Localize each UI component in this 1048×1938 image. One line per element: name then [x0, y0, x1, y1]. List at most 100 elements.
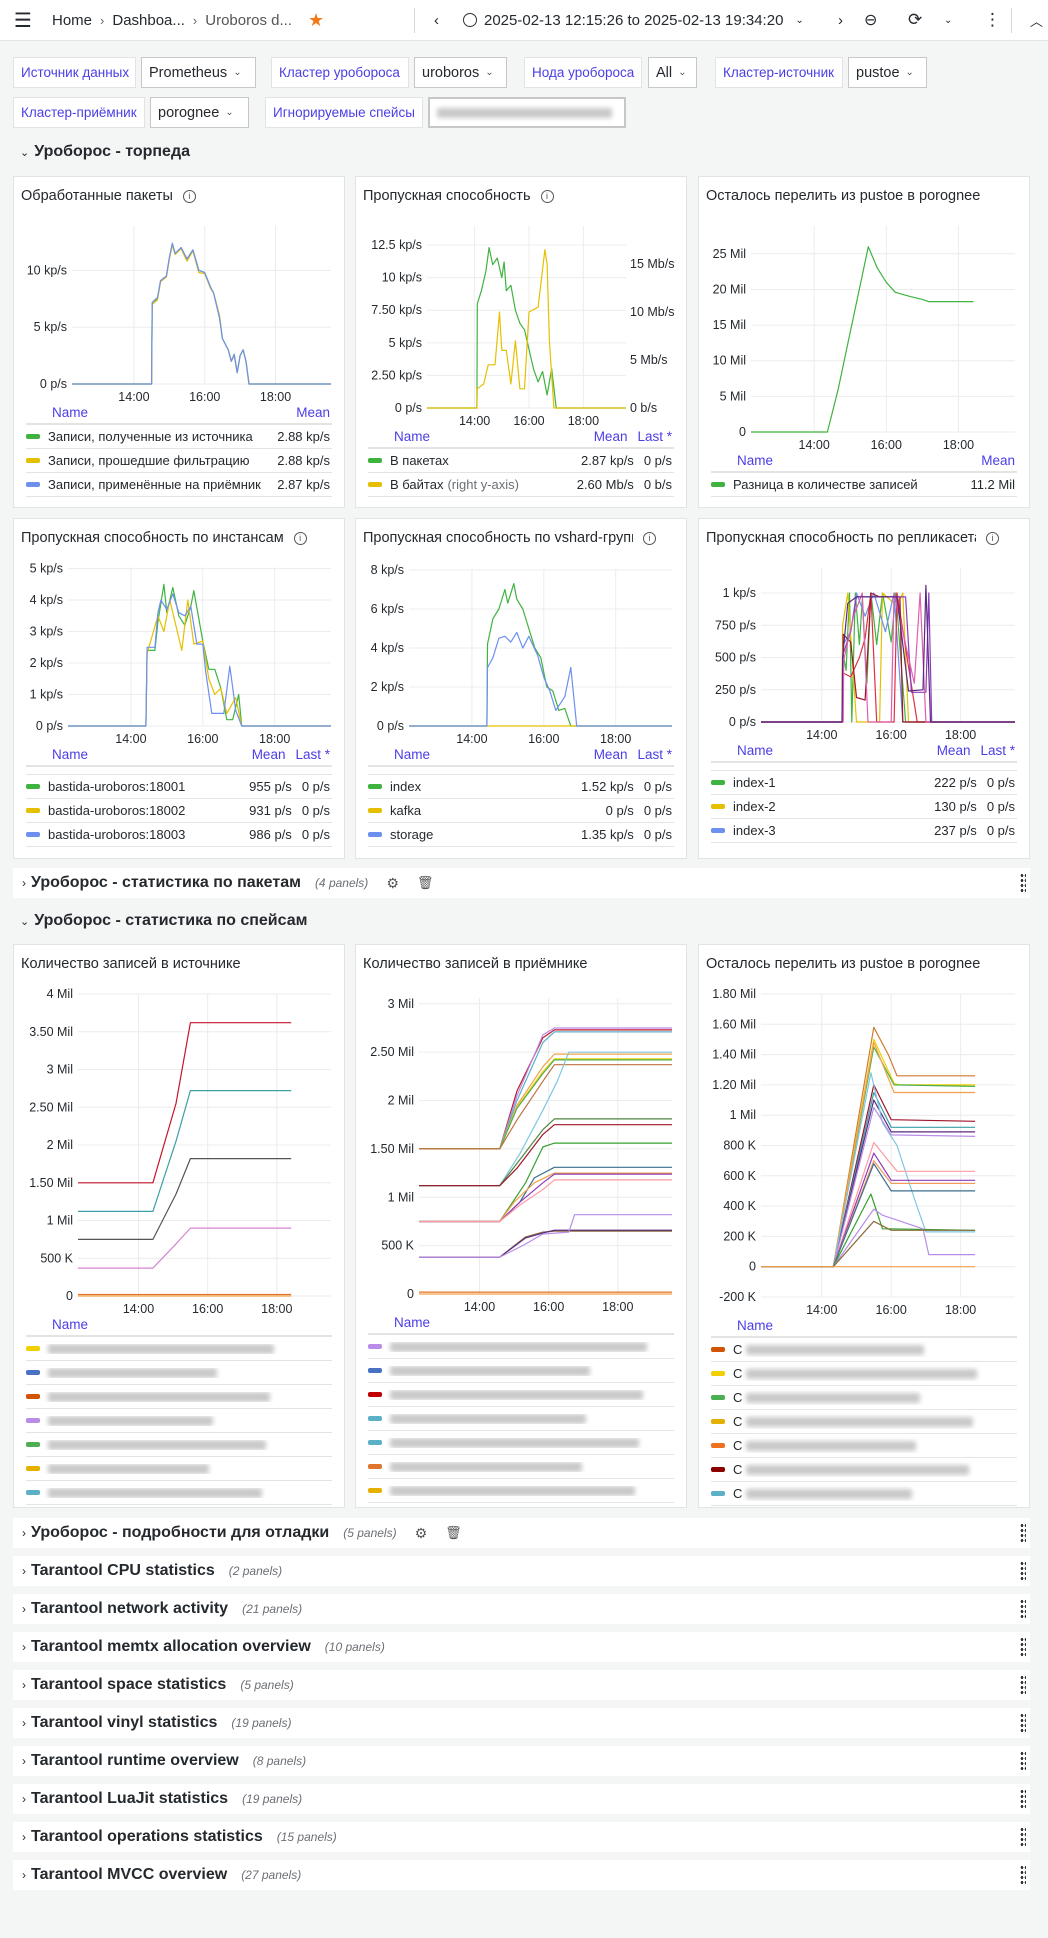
zoom-out-button[interactable]: ⊖	[864, 0, 877, 40]
panel-title[interactable]: Количество записей в приёмнике	[363, 953, 587, 975]
legend-item[interactable]: kafka 0 p/s 0 p/s	[368, 799, 674, 823]
info-icon[interactable]: i	[182, 189, 196, 203]
legend-item[interactable]: Записи, прошедшие фильтрацию 2.88 kp/s	[26, 449, 332, 473]
legend-column-header[interactable]: Last *	[637, 746, 672, 762]
gear-icon[interactable]: ⚙	[386, 874, 399, 891]
legend-item[interactable]: index-3 237 p/s 0 p/s	[711, 819, 1017, 843]
panel-title[interactable]: Пропускная способность i	[363, 185, 554, 207]
info-icon[interactable]: i	[293, 531, 307, 545]
time-forward-button[interactable]: ›	[838, 0, 843, 40]
info-icon[interactable]: i	[643, 531, 656, 545]
legend-column-header[interactable]: Last *	[295, 746, 330, 762]
legend-item[interactable]: C	[711, 1362, 1017, 1386]
info-icon[interactable]: i	[540, 189, 554, 203]
legend-column-header[interactable]: Mean	[593, 746, 628, 762]
panel-title[interactable]: Пропускная способность по репликасетам i	[706, 527, 999, 549]
drag-handle-icon[interactable]	[1020, 1637, 1026, 1657]
collapsed-row[interactable]: › Tarantool MVCC overview (27 panels)	[13, 1860, 1030, 1890]
legend-column-header[interactable]: Last *	[980, 742, 1015, 758]
drag-handle-icon[interactable]	[1020, 1675, 1026, 1695]
section-spaces[interactable]: ⌄ Уроборос - статистика по спейсам	[20, 910, 307, 932]
collapsed-row[interactable]: › Tarantool memtx allocation overview (10 …	[13, 1632, 1030, 1662]
legend-item[interactable]	[368, 1431, 674, 1455]
drag-handle-icon[interactable]	[1020, 1789, 1026, 1809]
chart[interactable]: 14:00 16:00 18:00 0 500 K 1 Mil 1.50 Mil 2 Mil 2…	[14, 981, 345, 1319]
legend-name-header[interactable]: Name	[52, 746, 89, 762]
legend-item[interactable]: C	[711, 1458, 1017, 1482]
legend-item[interactable]	[368, 1479, 674, 1503]
legend-column-header[interactable]: Mean	[981, 452, 1015, 468]
legend-item[interactable]	[26, 1361, 332, 1385]
var-select-source-cluster[interactable]: pustoe ⌄	[848, 57, 927, 88]
more-button[interactable]: ⋮	[984, 0, 1001, 40]
legend-item[interactable]	[26, 1337, 332, 1361]
drag-handle-icon[interactable]	[1020, 1561, 1026, 1581]
drag-handle-icon[interactable]	[1020, 1599, 1026, 1619]
legend-item[interactable]: C	[711, 1434, 1017, 1458]
section-torpedo[interactable]: ⌄ Уроборос - торпеда	[20, 141, 190, 163]
legend-item[interactable]: Разница в количестве записей 11.2 Mil	[711, 473, 1017, 497]
collapsed-row[interactable]: › Tarantool LuaJit statistics (19 panels)	[13, 1784, 1030, 1814]
chart[interactable]: 14:00 16:00 18:00 0 p/s 250 p/s 500 p/s 750 p/…	[699, 555, 1030, 745]
refresh-button[interactable]: ⟳	[908, 0, 922, 40]
legend-item[interactable]: C	[711, 1482, 1017, 1506]
panel-title[interactable]: Осталось перелить из pustoe в porognee	[706, 953, 980, 975]
chart[interactable]: 14:00 16:00 18:00 0 p/s 2.50 kp/s 5 kp/s 7.50 …	[356, 213, 687, 431]
legend-item[interactable]: index 1.52 kp/s 0 p/s	[368, 775, 674, 799]
collapsed-row[interactable]: › Tarantool runtime overview (8 panels)	[13, 1746, 1030, 1776]
star-icon[interactable]: ★	[307, 9, 325, 30]
legend-column-header[interactable]: Mean	[593, 428, 628, 444]
legend-column-header[interactable]: Last *	[637, 428, 672, 444]
chart[interactable]: 14:00 16:00 18:00 -200 K 0 200 K 400 K 600 K 800…	[699, 981, 1030, 1320]
chart[interactable]: 14:00 16:00 18:00 0 p/s 5 kp/s 10 kp/s	[14, 213, 345, 407]
legend-item[interactable]	[26, 1433, 332, 1457]
legend-item[interactable]	[26, 1481, 332, 1505]
collapsed-row[interactable]: › Уроборос - подробности для отладки (5 pa…	[13, 1518, 1030, 1548]
legend-item[interactable]	[368, 1335, 674, 1359]
var-select-target-cluster[interactable]: porognee ⌄	[150, 97, 249, 128]
gear-icon[interactable]: ⚙	[414, 1524, 428, 1541]
chart[interactable]: 14:00 16:00 18:00 0 500 K 1 Mil 1.50 Mil 2 Mil 2…	[356, 981, 687, 1317]
legend-item[interactable]: storage 1.35 kp/s 0 p/s	[368, 823, 674, 847]
legend-name-header[interactable]: Name	[394, 1314, 431, 1330]
trash-icon[interactable]: 🗑	[445, 1525, 462, 1540]
drag-handle-icon[interactable]	[1020, 1827, 1026, 1847]
legend-name-header[interactable]: Name	[394, 746, 431, 762]
legend-name-header[interactable]: Name	[737, 452, 774, 468]
refresh-interval-dropdown[interactable]: ⌄	[944, 0, 952, 40]
drag-handle-icon[interactable]	[1020, 1523, 1026, 1543]
collapse-button[interactable]: ︿	[1030, 0, 1043, 40]
time-back-button[interactable]: ‹	[434, 0, 439, 40]
info-icon[interactable]: i	[986, 531, 999, 545]
legend-name-header[interactable]: Name	[737, 742, 774, 758]
var-select-uroboros-node[interactable]: All ⌄	[648, 57, 697, 88]
var-select-uroboros-cluster[interactable]: uroboros ⌄	[414, 57, 507, 88]
chart[interactable]: 14:00 16:00 18:00 0 p/s 1 kp/s 2 kp/s 3 kp/s 4 …	[14, 555, 345, 749]
legend-column-header[interactable]: Mean	[251, 746, 286, 762]
legend-item[interactable]: Записи, применённые на приёмник 2.87 kp/s	[26, 473, 332, 497]
panel-title[interactable]: Пропускная способность по vshard-группам…	[363, 527, 656, 549]
panel-title[interactable]: Пропускная способность по инстансам i	[21, 527, 307, 549]
time-picker[interactable]: 2025-02-13 12:15:26 to 2025-02-13 19:34:…	[463, 0, 804, 40]
chart[interactable]: 14:00 16:00 18:00 0 5 Mil 10 Mil 15 Mil 20 Mil 2…	[699, 213, 1030, 455]
legend-item[interactable]	[26, 1385, 332, 1409]
chart[interactable]: 14:00 16:00 18:00 0 p/s 2 kp/s 4 kp/s 6 kp/s 8 …	[356, 555, 687, 749]
legend-item[interactable]: В пакетах 2.87 kp/s 0 p/s	[368, 449, 674, 473]
legend-item[interactable]: index-1 222 p/s 0 p/s	[711, 771, 1017, 795]
legend-item[interactable]: Записи, полученные из источника 2.88 kp/s	[26, 425, 332, 449]
collapsed-row[interactable]: › Tarantool operations statistics (15 pane…	[13, 1822, 1030, 1852]
legend-item[interactable]	[368, 1359, 674, 1383]
collapsed-row[interactable]: › Tarantool CPU statistics (2 panels)	[13, 1556, 1030, 1586]
collapsed-row[interactable]: › Tarantool vinyl statistics (19 panels)	[13, 1708, 1030, 1738]
menu-icon[interactable]: ☰	[14, 9, 32, 32]
collapsed-row[interactable]: › Tarantool space statistics (5 panels)	[13, 1670, 1030, 1700]
breadcrumb-dashboards[interactable]: Dashboa...	[112, 11, 185, 29]
legend-column-header[interactable]: Mean	[936, 742, 971, 758]
legend-name-header[interactable]: Name	[52, 1316, 89, 1332]
trash-icon[interactable]: 🗑	[416, 875, 434, 890]
collapsed-row[interactable]: › Tarantool network activity (21 panels)	[13, 1594, 1030, 1624]
legend-item[interactable]: В байтах (right y-axis) 2.60 Mb/s 0 b/s	[368, 473, 674, 497]
panel-title[interactable]: Осталось перелить из pustoe в porognee	[706, 185, 980, 207]
row-packet-stats[interactable]: › Уроборос - статистика по пакетам (4 pane…	[13, 868, 1030, 898]
drag-handle-icon[interactable]	[1020, 1751, 1026, 1771]
